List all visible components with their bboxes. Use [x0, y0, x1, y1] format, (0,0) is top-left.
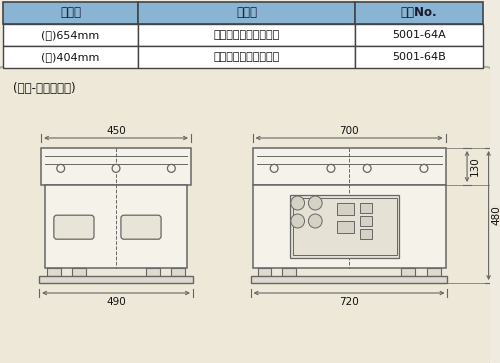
FancyBboxPatch shape	[121, 215, 161, 239]
Bar	[172, 268, 185, 276]
Text: 480: 480	[492, 205, 500, 225]
Bar	[39, 276, 193, 283]
Bar	[45, 185, 187, 268]
Bar	[290, 195, 400, 258]
Bar	[3, 24, 138, 46]
Bar	[360, 216, 372, 226]
Circle shape	[364, 164, 371, 172]
FancyBboxPatch shape	[0, 67, 492, 363]
Circle shape	[112, 164, 120, 172]
FancyBboxPatch shape	[54, 215, 94, 239]
Text: 450: 450	[106, 126, 126, 136]
Bar	[337, 221, 354, 233]
Bar	[41, 148, 191, 185]
Text: コーNo.: コーNo.	[401, 7, 438, 20]
Circle shape	[57, 164, 64, 172]
Bar	[282, 268, 296, 276]
Bar	[360, 203, 372, 213]
Bar	[337, 203, 354, 215]
Text: 5001-64B: 5001-64B	[392, 52, 446, 62]
Text: 5001-64A: 5001-64A	[392, 30, 446, 40]
Text: 130: 130	[470, 156, 480, 176]
Text: 700: 700	[340, 126, 359, 136]
Bar	[3, 2, 138, 24]
Bar	[293, 198, 397, 255]
Bar	[356, 24, 482, 46]
Bar	[138, 46, 356, 68]
Bar	[427, 268, 440, 276]
Bar	[146, 268, 160, 276]
Bar	[138, 24, 356, 46]
Circle shape	[291, 196, 304, 210]
Bar	[47, 268, 60, 276]
Text: (長)654mm: (長)654mm	[42, 30, 100, 40]
Circle shape	[327, 164, 335, 172]
Bar	[356, 2, 482, 24]
Bar	[360, 229, 372, 239]
Bar	[252, 148, 446, 185]
Circle shape	[168, 164, 175, 172]
Circle shape	[308, 214, 322, 228]
Circle shape	[308, 196, 322, 210]
Bar	[3, 46, 138, 68]
Bar	[252, 185, 446, 268]
Circle shape	[291, 214, 304, 228]
Text: 490: 490	[106, 297, 126, 307]
Text: (短)404mm: (短)404mm	[42, 52, 100, 62]
Bar	[356, 46, 482, 68]
Text: 両端固定用ハンドル付: 両端固定用ハンドル付	[214, 30, 280, 40]
Circle shape	[270, 164, 278, 172]
Bar	[72, 268, 86, 276]
Text: 寸　法: 寸 法	[60, 7, 81, 20]
Bar	[258, 268, 271, 276]
Text: (ＭＷ-ＹＳ・ＹＮ): (ＭＷ-ＹＳ・ＹＮ)	[12, 82, 76, 94]
Text: 備　考: 備 考	[236, 7, 257, 20]
Text: 720: 720	[339, 297, 359, 307]
Circle shape	[420, 164, 428, 172]
Bar	[250, 276, 448, 283]
Bar	[402, 268, 415, 276]
Bar	[138, 2, 356, 24]
Text: 両端固定用ハンドル付: 両端固定用ハンドル付	[214, 52, 280, 62]
